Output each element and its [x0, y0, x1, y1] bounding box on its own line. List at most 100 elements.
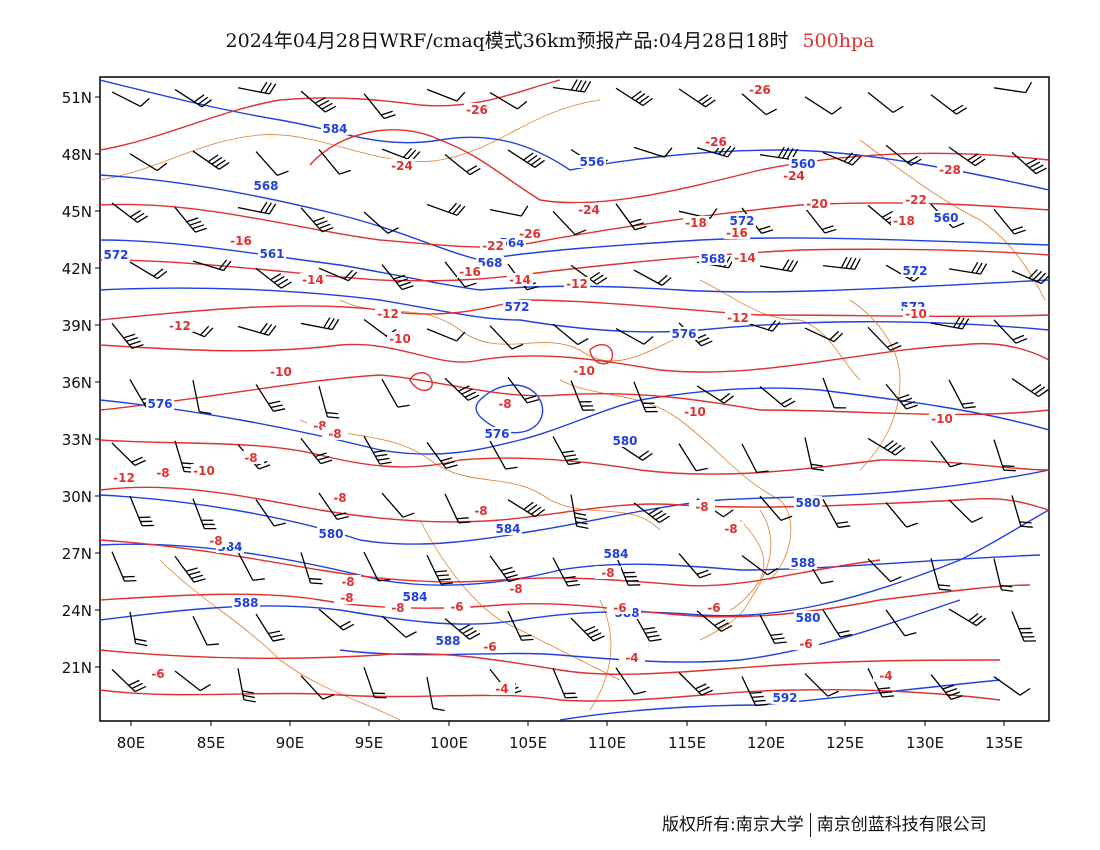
- temperature-contour: [100, 248, 1049, 282]
- temperature-label: -8: [328, 427, 341, 441]
- wind-barb: [363, 435, 392, 465]
- wind-barb: [867, 437, 906, 456]
- wind-barb: [111, 91, 150, 107]
- wind-barb: [300, 437, 333, 465]
- wind-barb: [633, 502, 670, 524]
- temperature-label-bg: [747, 83, 773, 96]
- wind-barb: [930, 674, 963, 701]
- temperature-label: -10: [573, 364, 595, 378]
- temperature-contour: [100, 299, 1049, 321]
- temperature-label: -8: [695, 500, 708, 514]
- height-label-bg: [578, 155, 606, 168]
- lon-label: 135E: [985, 734, 1023, 752]
- wind-barb: [552, 323, 589, 346]
- wind-barb: [1011, 269, 1049, 285]
- wind-barb: [867, 668, 895, 698]
- temperature-label-bg: [191, 464, 217, 477]
- wind-barb: [552, 557, 580, 587]
- wind-barb: [822, 498, 851, 529]
- title-level: 500hpa: [802, 30, 875, 52]
- wind-barb: [1011, 495, 1033, 528]
- temperature-label-bg: [477, 640, 503, 653]
- height-label: 576: [671, 327, 696, 341]
- wind-barb: [174, 670, 211, 692]
- temperature-label-bg: [503, 582, 529, 595]
- temperature-label-bg: [268, 365, 294, 378]
- wind-barb: [444, 618, 481, 640]
- coastline: [729, 299, 901, 611]
- temperature-label: -8: [391, 601, 404, 615]
- temperature-label: -12: [113, 471, 135, 485]
- wind-barb: [930, 94, 967, 115]
- wind-barb: [696, 610, 733, 632]
- wind-barb: [867, 91, 904, 113]
- temperature-label: -6: [799, 637, 812, 651]
- lon-label: 80E: [117, 734, 146, 752]
- temperature-label-bg: [489, 682, 515, 695]
- wind-barb: [804, 437, 824, 472]
- wind-barb: [237, 81, 277, 95]
- temperature-label-bg: [335, 575, 361, 588]
- height-label: 584: [322, 122, 347, 136]
- temperature-label: -6: [613, 601, 626, 615]
- wind-barb: [804, 96, 842, 115]
- wind-barb: [318, 385, 340, 419]
- wind-barb: [1011, 611, 1037, 642]
- wind-barb: [615, 203, 647, 231]
- wind-barb: [111, 668, 147, 693]
- wind-barb: [111, 322, 144, 349]
- wind-barb: [930, 316, 970, 330]
- temperature-label-bg: [385, 601, 411, 614]
- temperature-label: -10: [389, 332, 411, 346]
- wind-barb: [363, 666, 387, 699]
- height-label-bg: [789, 157, 817, 170]
- height-label: 576: [147, 397, 172, 411]
- temperature-label: -8: [340, 591, 353, 605]
- wind-barb: [696, 143, 736, 158]
- temperature-label: -8: [498, 397, 511, 411]
- height-label-bg: [670, 327, 698, 340]
- temperature-label: -8: [333, 491, 346, 505]
- temperature-contour: [100, 688, 1001, 702]
- wind-barb: [111, 202, 149, 223]
- boundary-line: [339, 299, 701, 362]
- wind-barb: [192, 380, 212, 415]
- wind-barb: [318, 149, 351, 175]
- temperature-contour: [100, 342, 1049, 373]
- boundary-line: [859, 139, 1046, 301]
- temperature-label: -8: [601, 566, 614, 580]
- height-label-bg: [932, 211, 960, 224]
- temperature-label: -16: [726, 226, 748, 240]
- longitude-labels: 80E 85E 90E 95E 100E 105E 110E 115E 120E 125E 130E…: [117, 721, 1023, 752]
- height-label-bg: [699, 252, 727, 265]
- temperature-label: -8: [156, 466, 169, 480]
- temperature-label-bg: [683, 216, 709, 229]
- height-label-bg: [794, 496, 822, 509]
- height-label: 580: [795, 496, 820, 510]
- temperature-label-bg: [507, 273, 533, 286]
- temperature-label: -24: [783, 169, 805, 183]
- temperature-label-bg: [725, 311, 751, 324]
- wind-barb: [129, 153, 168, 172]
- temperature-label-bg: [480, 239, 506, 252]
- height-label: 568: [700, 252, 725, 266]
- lon-label: 115E: [668, 734, 706, 752]
- wind-barb: [381, 264, 414, 291]
- temperature-label: -26: [749, 83, 771, 97]
- wind-barb: [192, 259, 232, 272]
- height-label-bg: [602, 547, 630, 560]
- lon-label: 90E: [276, 734, 305, 752]
- wind-barb: [1011, 378, 1049, 398]
- temperature-label: -18: [893, 214, 915, 228]
- temperature-label: -8: [244, 451, 257, 465]
- temperature-label: -14: [734, 251, 756, 265]
- temperature-label-bg: [322, 427, 348, 440]
- temperature-label: -22: [482, 239, 504, 253]
- wind-barb: [426, 442, 458, 469]
- temperature-contour: [409, 372, 433, 392]
- temperature-label: -8: [509, 582, 522, 596]
- lon-label: 130E: [906, 734, 944, 752]
- temperature-label: -10: [931, 412, 953, 426]
- wind-barb: [930, 558, 952, 591]
